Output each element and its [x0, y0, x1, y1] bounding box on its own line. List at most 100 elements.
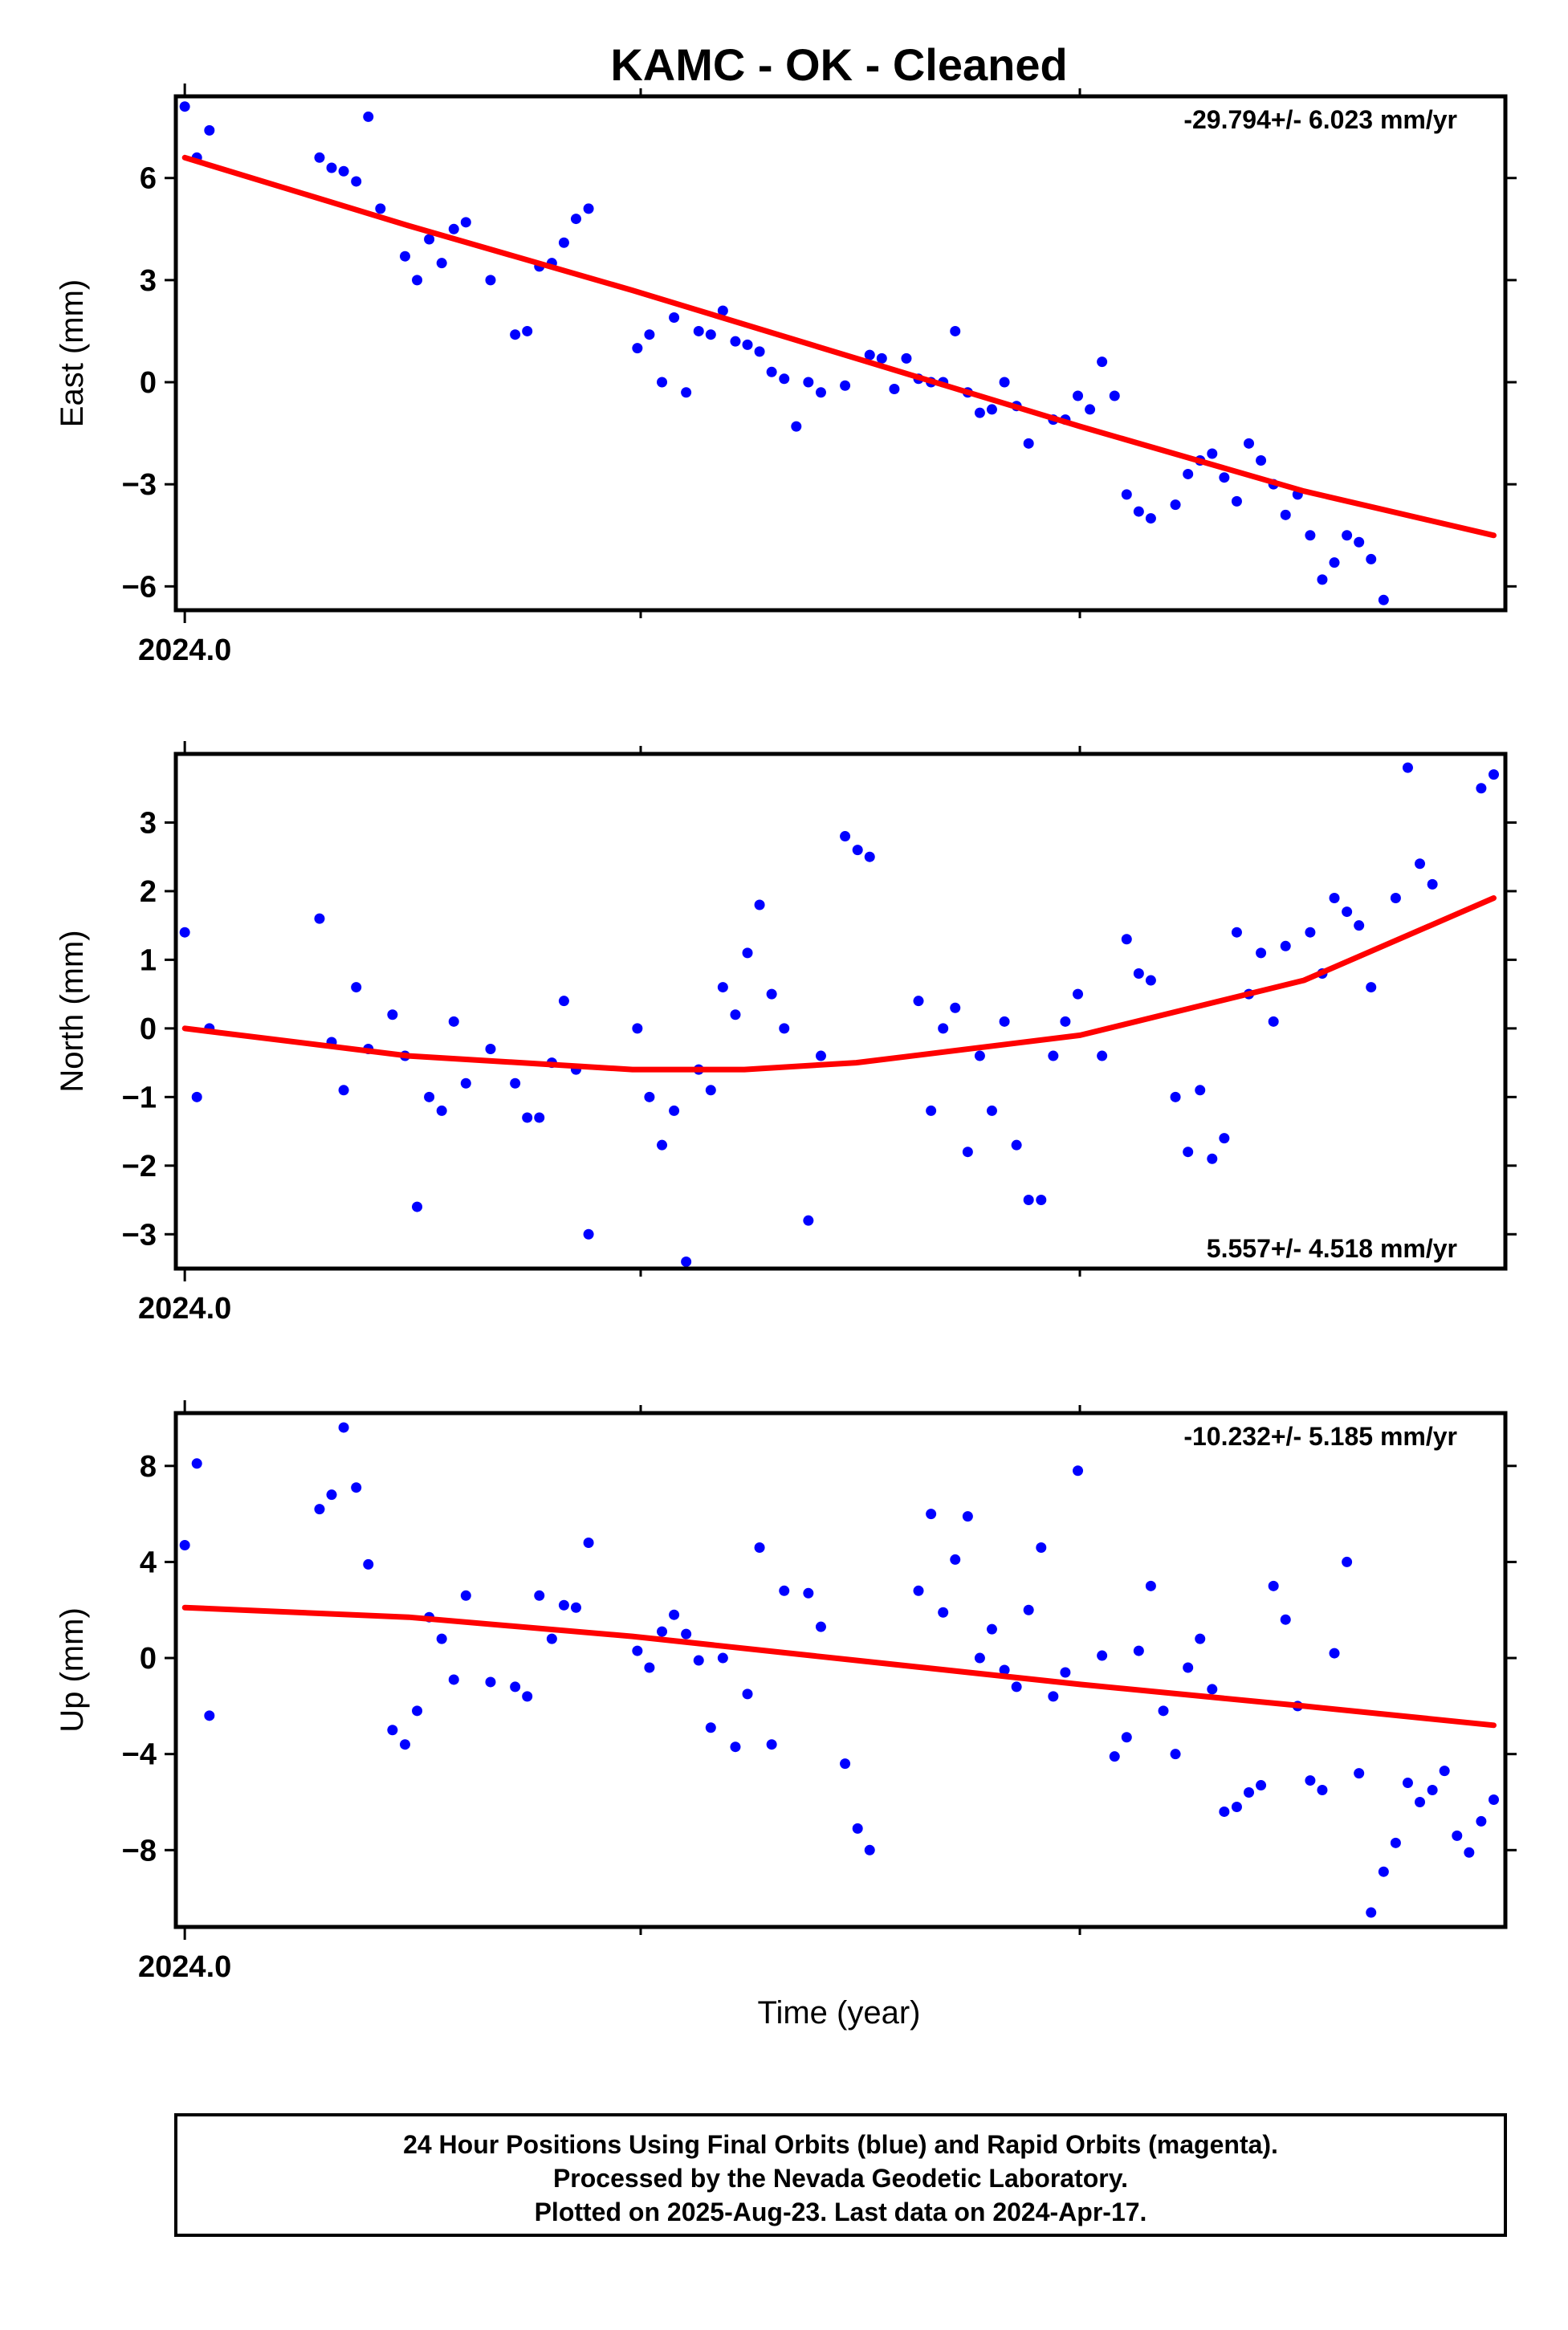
data-point	[314, 1504, 325, 1515]
data-point	[351, 1482, 362, 1493]
data-point	[1366, 982, 1377, 993]
data-point	[522, 1691, 533, 1702]
data-point	[399, 251, 410, 262]
data-point	[1183, 468, 1194, 479]
data-point	[1476, 783, 1487, 794]
y-tick-label: 6	[140, 162, 157, 196]
data-point	[815, 1621, 826, 1632]
data-point	[986, 1623, 997, 1635]
data-point	[1464, 1847, 1475, 1858]
data-points	[179, 1422, 1500, 1918]
data-point	[1305, 1775, 1316, 1786]
data-point	[338, 1422, 349, 1433]
data-point	[179, 101, 190, 112]
data-point	[424, 234, 435, 245]
data-point	[1415, 1796, 1426, 1807]
data-point	[412, 1201, 423, 1212]
data-point	[460, 1077, 471, 1089]
data-point	[1133, 1645, 1144, 1656]
data-point	[693, 1655, 704, 1666]
data-point	[1476, 1815, 1487, 1827]
data-point	[1378, 594, 1389, 605]
data-point	[730, 1009, 741, 1020]
data-point	[1390, 1837, 1401, 1848]
data-point	[1170, 499, 1181, 511]
data-point	[387, 1009, 398, 1020]
data-point	[766, 366, 777, 377]
data-point	[1402, 1778, 1413, 1789]
plot-frame	[173, 1411, 1508, 1929]
data-point	[901, 352, 912, 364]
data-point	[1354, 1768, 1365, 1779]
data-point	[1256, 455, 1267, 466]
data-point	[191, 1091, 202, 1102]
data-point	[1207, 448, 1218, 459]
y-axis-label: Up (mm)	[55, 1607, 90, 1733]
data-point	[717, 1652, 728, 1664]
data-point	[1329, 1648, 1340, 1659]
y-tick-label: −3	[122, 1218, 157, 1252]
data-point	[1268, 1580, 1279, 1591]
data-point	[546, 1633, 557, 1644]
data-point	[375, 203, 386, 214]
data-point	[1427, 878, 1438, 890]
fit-line	[181, 1604, 1497, 1729]
data-point	[1391, 0, 1401, 6]
data-point	[864, 1844, 875, 1855]
data-point	[632, 1023, 643, 1034]
data-point	[693, 325, 704, 336]
data-point	[583, 1228, 594, 1240]
y-tick-label: −4	[122, 1738, 157, 1772]
data-point	[840, 1758, 851, 1770]
data-point	[791, 421, 802, 432]
data-point	[363, 111, 374, 122]
data-point	[962, 1511, 973, 1522]
y-tick-label: 1	[140, 943, 157, 977]
y-tick-label: −8	[122, 1834, 157, 1868]
data-point	[1256, 947, 1267, 959]
data-point	[1305, 530, 1316, 541]
data-point	[950, 325, 961, 336]
data-point	[852, 845, 863, 856]
footer-line-3: Plotted on 2025-Aug-23. Last data on 202…	[535, 2198, 1147, 2226]
data-point	[1378, 1866, 1389, 1877]
plot-frame	[173, 94, 1508, 613]
data-point	[1342, 530, 1353, 541]
data-point	[1073, 988, 1084, 1000]
footer-line-2: Processed by the Nevada Geodetic Laborat…	[553, 2164, 1128, 2193]
data-point	[730, 1741, 741, 1753]
data-point	[460, 1590, 471, 1601]
y-tick-label: 0	[140, 366, 157, 400]
data-point	[510, 1681, 521, 1693]
data-point	[1195, 1633, 1206, 1644]
data-point	[1244, 438, 1255, 449]
data-point	[1354, 920, 1365, 931]
data-point	[1342, 906, 1353, 918]
footer-box	[174, 2113, 1507, 2237]
data-point	[999, 1016, 1010, 1027]
data-point	[1280, 509, 1291, 520]
data-point	[766, 1739, 777, 1750]
rate-label: -29.794+/- 6.023 mm/yr	[1183, 105, 1457, 134]
data-point	[1048, 1050, 1059, 1061]
data-point	[803, 1587, 814, 1599]
data-point	[657, 1626, 668, 1637]
data-point	[338, 165, 349, 177]
data-point	[326, 162, 337, 173]
data-point	[717, 982, 728, 993]
data-point	[191, 1458, 202, 1469]
y-tick-label: 8	[140, 1450, 157, 1484]
data-point	[1305, 927, 1316, 938]
data-point	[913, 996, 924, 1007]
data-point	[1219, 1133, 1230, 1144]
data-point	[815, 1050, 826, 1061]
y-tick-label: −3	[122, 468, 157, 502]
data-point	[1097, 1650, 1108, 1661]
data-point	[1452, 1830, 1463, 1841]
east-panel: −6 −3 0 3 6 2024.0 East (mm) -29.794+/- 6.023 m…	[55, 0, 1517, 667]
data-point	[583, 203, 594, 214]
data-point	[779, 1023, 790, 1034]
data-point	[1219, 1806, 1230, 1817]
data-point	[1036, 1542, 1047, 1553]
data-point	[1170, 1749, 1181, 1760]
